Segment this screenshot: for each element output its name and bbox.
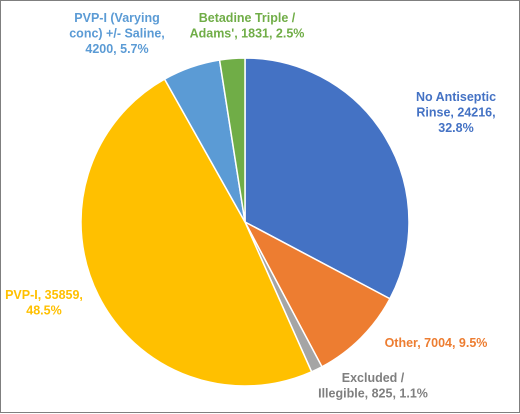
data-label-line: No Antiseptic (416, 90, 496, 104)
data-label-excluded-illegible: Excluded / Illegible, 825, 1.1% (318, 371, 428, 401)
data-label-line: Other, 7004, 9.5% (385, 336, 488, 350)
data-label-line: Betadine Triple / (199, 11, 296, 25)
data-label-line: conc) +/- Saline, (69, 27, 165, 41)
data-label-line: Adams', 1831, 2.5% (190, 27, 305, 41)
data-label-line: 48.5% (26, 304, 61, 318)
data-label-line: 32.8% (438, 121, 473, 135)
pie-slice-pvp-i (80, 78, 313, 387)
data-label-no-antiseptic-rinse: No Antiseptic Rinse, 24216, 32.8% (416, 90, 496, 135)
data-label-line: Illegible, 825, 1.1% (318, 387, 428, 401)
data-labels: No Antiseptic Rinse, 24216, 32.8% Other, 70… (5, 11, 496, 401)
data-label-betadine-triple-adams: Betadine Triple / Adams', 1831, 2.5% (190, 11, 305, 41)
data-label-other: Other, 7004, 9.5% (385, 336, 488, 350)
pie-slice-no-antiseptic-rinse (244, 57, 410, 300)
data-label-line: PVP-I (Varying (74, 11, 159, 25)
data-label-pvp-i-varying-conc-saline: PVP-I (Varying conc) +/- Saline, 4200, 5.7… (69, 11, 165, 56)
data-label-line: 4200, 5.7% (85, 42, 148, 56)
pie-slice-betadine-triple-adams (218, 57, 246, 223)
data-label-line: PVP-I, 35859, (5, 288, 83, 302)
data-label-line: Excluded / (342, 371, 405, 385)
data-label-pvp-i: PVP-I, 35859, 48.5% (5, 288, 83, 318)
pie-slices (80, 57, 410, 387)
pie-slice-other (243, 220, 391, 368)
data-label-line: Rinse, 24216, (416, 106, 495, 120)
